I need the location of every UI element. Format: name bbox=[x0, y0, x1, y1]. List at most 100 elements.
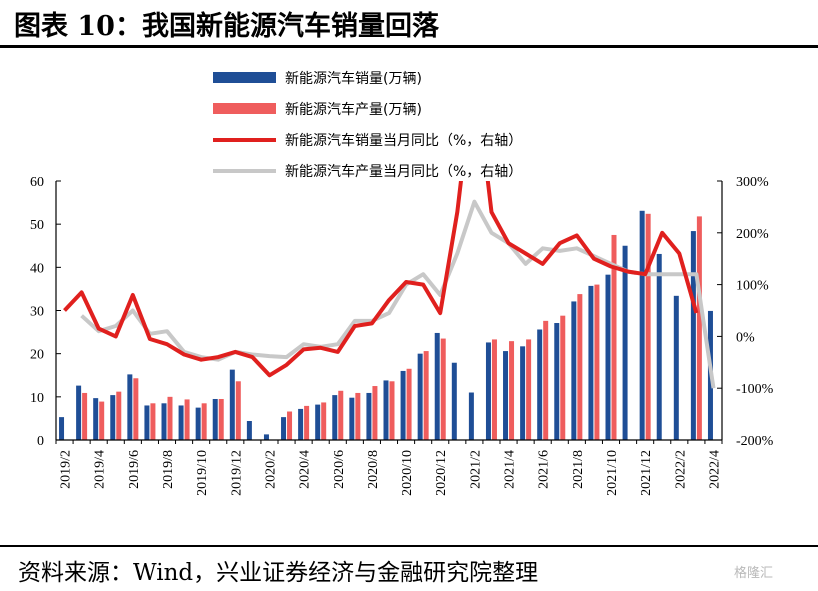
production-yoy-line bbox=[80, 199, 716, 389]
x-tick-label: 2021/2 bbox=[468, 450, 483, 489]
x-tick-label: 2020/8 bbox=[366, 450, 381, 489]
source-rule bbox=[0, 545, 818, 547]
legend-label: 新能源汽车产量当月同比（%，右轴） bbox=[285, 163, 522, 180]
source-note: 资料来源：Wind，兴业证券经济与金融研究院整理 bbox=[18, 560, 539, 586]
sales-bar bbox=[503, 351, 509, 440]
x-tick-label: 2019/10 bbox=[195, 450, 210, 496]
production-bar bbox=[611, 234, 617, 440]
production-bar bbox=[389, 381, 395, 440]
production-bar bbox=[287, 411, 293, 440]
legend-swatch bbox=[213, 103, 276, 114]
chart: 0 10 20 30 40 50 60 -200% -100% 0% 100% 200% 300% 201… bbox=[30, 70, 774, 496]
production-bar bbox=[406, 368, 412, 440]
sales-bar bbox=[246, 421, 252, 440]
left-tick-label: 50 bbox=[30, 218, 44, 233]
sales-bar bbox=[212, 398, 218, 440]
sales-bar bbox=[554, 323, 560, 440]
x-tick-label: 2021/12 bbox=[639, 450, 654, 496]
legend-label: 新能源汽车销量(万辆) bbox=[285, 70, 422, 87]
production-bar bbox=[184, 399, 190, 440]
production-bar bbox=[201, 403, 207, 440]
x-tick-label: 2019/2 bbox=[59, 450, 74, 489]
sales-bar bbox=[639, 210, 645, 440]
sales-bar bbox=[298, 408, 304, 440]
sales-bar bbox=[656, 253, 662, 440]
right-tick-label: -200% bbox=[736, 434, 774, 449]
production-bar bbox=[372, 386, 378, 440]
right-tick-label: 0% bbox=[736, 330, 755, 345]
sales-bar bbox=[161, 403, 167, 440]
sales-bar bbox=[451, 362, 457, 440]
production-bar bbox=[594, 284, 600, 440]
x-tick-label: 2021/8 bbox=[571, 450, 586, 489]
sales-bar bbox=[366, 392, 372, 440]
production-bar bbox=[321, 402, 327, 440]
sales-bar bbox=[127, 374, 133, 440]
production-bar bbox=[167, 396, 173, 440]
sales-bar bbox=[93, 398, 99, 440]
x-tick-label: 2019/8 bbox=[161, 450, 176, 489]
right-tick-label: 300% bbox=[736, 175, 769, 190]
production-bar bbox=[338, 390, 344, 440]
sales-bar bbox=[605, 274, 611, 440]
sales-bar bbox=[571, 301, 577, 440]
sales-bar bbox=[400, 370, 406, 440]
production-bar bbox=[218, 398, 224, 440]
x-tick-label: 2022/4 bbox=[707, 450, 722, 489]
right-tick-label: -100% bbox=[736, 382, 774, 397]
title-rule bbox=[0, 45, 818, 48]
production-bar bbox=[560, 315, 566, 440]
sales-bar bbox=[144, 405, 150, 440]
x-tick-label: 2020/6 bbox=[332, 450, 347, 489]
sales-bar bbox=[281, 417, 287, 440]
left-tick-label: 40 bbox=[30, 261, 44, 276]
production-bar bbox=[577, 294, 583, 440]
sales-bar bbox=[110, 395, 116, 440]
sales-bar bbox=[349, 397, 355, 440]
figure-title: 图表 10：我国新能源汽车销量回落 bbox=[14, 11, 439, 42]
left-tick-label: 0 bbox=[37, 434, 44, 449]
sales-bar bbox=[383, 380, 389, 440]
sales-bar bbox=[263, 434, 269, 440]
sales-bar bbox=[417, 353, 423, 440]
production-bar bbox=[99, 401, 105, 440]
watermark: 格隆汇 bbox=[734, 566, 774, 581]
x-tick-label: 2021/10 bbox=[605, 450, 620, 496]
right-tick-label: 100% bbox=[736, 279, 769, 294]
production-bar bbox=[355, 392, 361, 440]
x-tick-label: 2019/6 bbox=[127, 450, 142, 489]
production-bar bbox=[304, 405, 310, 440]
sales-bar bbox=[468, 392, 474, 440]
sales-bar bbox=[588, 285, 594, 440]
sales-bar bbox=[195, 407, 201, 440]
sales-bar bbox=[622, 245, 628, 440]
x-tick-label: 2020/2 bbox=[263, 450, 278, 489]
x-tick-label: 2021/4 bbox=[503, 450, 518, 489]
x-tick-label: 2021/6 bbox=[537, 450, 552, 489]
production-bar bbox=[526, 339, 532, 440]
sales-bar bbox=[229, 369, 235, 440]
sales-bar bbox=[537, 329, 543, 440]
production-bar bbox=[440, 338, 446, 440]
x-tick-label: 2022/2 bbox=[673, 450, 688, 489]
sales-bar bbox=[178, 405, 184, 440]
production-bar bbox=[509, 341, 515, 440]
sales-bar bbox=[485, 342, 491, 440]
production-bar bbox=[423, 351, 429, 440]
left-tick-label: 20 bbox=[30, 348, 44, 363]
sales-bar bbox=[315, 404, 321, 440]
left-tick-label: 60 bbox=[30, 175, 44, 190]
x-tick-label: 2020/10 bbox=[400, 450, 415, 496]
production-bar bbox=[116, 391, 122, 440]
production-bar bbox=[82, 392, 88, 440]
sales-bar bbox=[690, 231, 696, 440]
x-tick-label: 2019/4 bbox=[93, 450, 108, 489]
legend-label: 新能源汽车销量当月同比（%，右轴） bbox=[285, 132, 522, 149]
left-tick-label: 30 bbox=[30, 305, 44, 320]
production-bar bbox=[150, 403, 156, 440]
production-bar bbox=[235, 381, 241, 440]
production-bar bbox=[696, 216, 702, 440]
sales-bar bbox=[332, 395, 338, 440]
production-bar bbox=[543, 320, 549, 440]
sales-yoy-line bbox=[63, 181, 699, 378]
